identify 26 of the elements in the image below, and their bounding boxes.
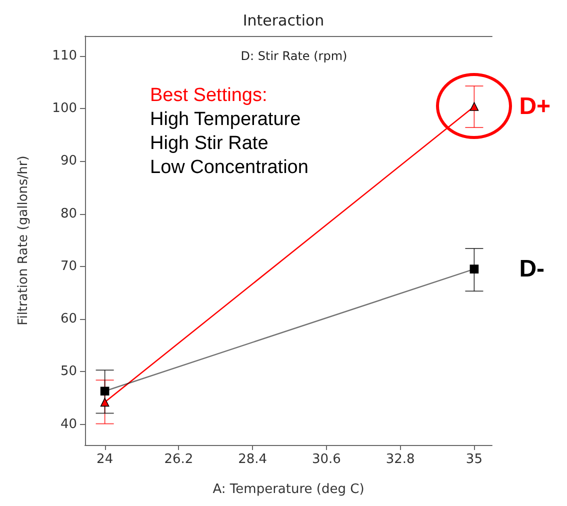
- series-label: D-: [519, 256, 545, 283]
- y-tick-label: 40: [60, 416, 77, 432]
- y-tick-label: 90: [60, 154, 77, 169]
- y-tick-label: 110: [52, 48, 77, 64]
- x-tick-label: 26.2: [164, 452, 194, 467]
- y-tick-label: 50: [60, 364, 77, 380]
- y-tick-label: 70: [60, 258, 77, 274]
- legend-title: D: Stir Rate (rpm): [240, 49, 348, 63]
- y-tick-label: 80: [60, 206, 77, 222]
- point: [100, 386, 110, 396]
- y-tick-label: 100: [52, 101, 77, 116]
- annotation: Best Settings:: [150, 85, 268, 106]
- series-label: D+: [519, 93, 551, 120]
- x-tick-label: 30.6: [312, 452, 341, 467]
- x-tick-label: 24: [96, 452, 114, 467]
- y-tick-label: 60: [60, 312, 77, 327]
- annotation: High Stir Rate: [150, 133, 268, 154]
- x-tick-label: 28.4: [238, 452, 268, 467]
- y-axis-title: Filtration Rate (gallons/hr): [16, 156, 31, 326]
- annotation: High Temperature: [150, 109, 301, 130]
- x-axis-title: A: Temperature (deg C): [212, 482, 364, 497]
- x-tick-label: 35: [466, 452, 482, 467]
- annotation: Low Concentration: [150, 157, 308, 178]
- point: [470, 264, 479, 274]
- x-tick-label: 32.8: [386, 452, 415, 467]
- chart-title: Interaction: [242, 12, 324, 30]
